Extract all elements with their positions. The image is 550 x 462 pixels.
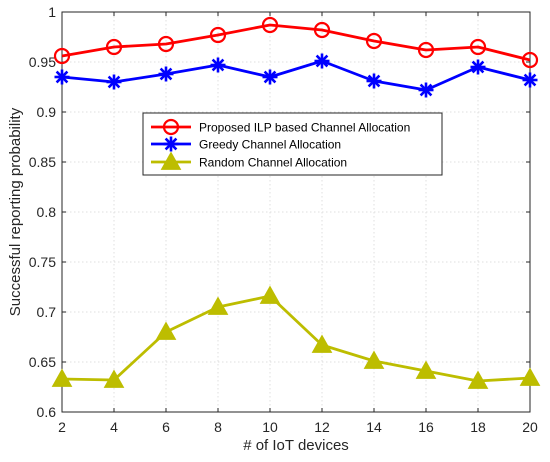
- grid: [62, 12, 530, 412]
- data-point-random: [415, 360, 437, 379]
- y-tick-label: 0.9: [37, 104, 57, 120]
- y-tick-label: 0.85: [29, 154, 56, 170]
- x-tick-label: 16: [418, 419, 434, 435]
- data-point-proposed: [469, 38, 487, 56]
- data-point-random: [519, 367, 541, 386]
- legend: Proposed ILP based Channel Allocation Gr…: [142, 112, 443, 176]
- data-point-proposed: [53, 47, 71, 65]
- data-point-proposed: [417, 41, 435, 59]
- x-tick-label: 4: [110, 419, 118, 435]
- series-proposed: [53, 16, 539, 69]
- legend-symbol-greedy: [151, 136, 191, 152]
- data-point-greedy: [522, 72, 538, 88]
- data-point-random: [259, 285, 281, 304]
- y-tick-label: 0.7: [37, 304, 57, 320]
- data-point-greedy: [158, 66, 174, 82]
- data-point-random: [51, 368, 73, 387]
- x-tick-label: 20: [522, 419, 538, 435]
- y-tick-label: 0.65: [29, 354, 56, 370]
- data-point-proposed: [209, 26, 227, 44]
- data-point-proposed: [521, 51, 539, 69]
- x-tick-label: 10: [262, 419, 278, 435]
- series-line-greedy: [61, 59, 531, 92]
- x-tick-label: 18: [470, 419, 486, 435]
- data-point-greedy: [262, 69, 278, 85]
- legend-marker: [163, 136, 179, 152]
- legend-entry-proposed: Proposed ILP based Channel Allocation: [151, 118, 410, 136]
- series-line-proposed: [61, 23, 531, 62]
- x-tick-label: 2: [58, 419, 66, 435]
- data-point-proposed: [313, 21, 331, 39]
- data-point-random: [467, 370, 489, 389]
- data-point-proposed: [157, 35, 175, 53]
- x-tick-label: 14: [366, 419, 382, 435]
- y-tick-label: 0.75: [29, 254, 56, 270]
- x-tick-label: 6: [162, 419, 170, 435]
- legend-label-proposed: Proposed ILP based Channel Allocation: [199, 121, 410, 135]
- data-point-greedy: [106, 74, 122, 90]
- data-point-proposed: [365, 32, 383, 50]
- y-tick-label: 0.95: [29, 54, 56, 70]
- axis-ticks: 2 4 6 8 10 12 14 16 18 20 0.6 0.65 0.7 0.75 0.8 0.85 0.9…: [29, 4, 538, 435]
- data-point-random: [103, 369, 125, 388]
- data-point-random: [207, 296, 229, 315]
- legend-box: [142, 112, 443, 176]
- x-tick-label: 12: [314, 419, 330, 435]
- data-point-proposed: [261, 16, 279, 34]
- data-point-random: [155, 321, 177, 340]
- x-axis-title: # of IoT devices: [243, 437, 349, 454]
- legend-entry-greedy: Greedy Channel Allocation: [151, 136, 341, 152]
- data-point-greedy: [418, 82, 434, 98]
- x-tick-label: 8: [214, 419, 222, 435]
- plot-area-frame: [61, 11, 531, 413]
- series-layer: [51, 16, 541, 389]
- data-point-random: [311, 334, 333, 353]
- data-point-greedy: [210, 57, 226, 73]
- legend-label-greedy: Greedy Channel Allocation: [199, 138, 341, 152]
- data-point-greedy: [470, 59, 486, 75]
- legend-marker: [162, 118, 180, 136]
- series-random: [51, 285, 541, 389]
- y-tick-label: 0.6: [37, 404, 57, 420]
- data-point-proposed: [105, 38, 123, 56]
- legend-entry-random: Random Channel Allocation: [151, 151, 347, 170]
- data-point-greedy: [366, 73, 382, 89]
- series-greedy: [54, 53, 538, 98]
- data-point-greedy: [314, 53, 330, 69]
- legend-label-random: Random Channel Allocation: [199, 156, 347, 170]
- data-point-random: [363, 350, 385, 369]
- y-tick-label: 0.8: [37, 204, 57, 220]
- series-line-random: [61, 294, 531, 383]
- y-tick-label: 1: [48, 4, 56, 20]
- y-axis-title: Successful reporting probability: [7, 107, 24, 316]
- legend-symbol-proposed: [151, 118, 191, 136]
- legend-symbol-random: [151, 151, 191, 170]
- legend-marker: [160, 151, 182, 170]
- data-point-greedy: [54, 69, 70, 85]
